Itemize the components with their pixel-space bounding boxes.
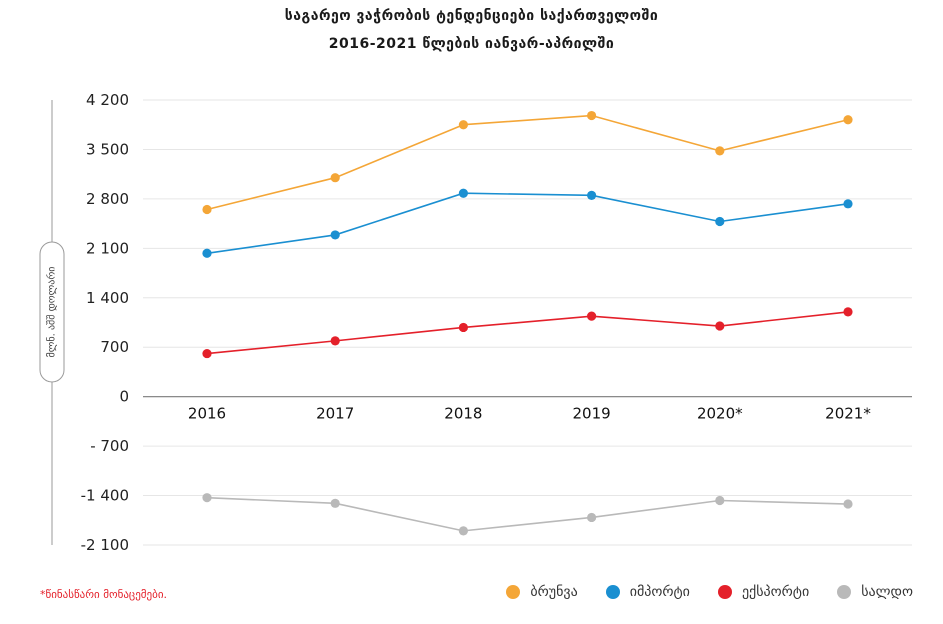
- data-point: [843, 499, 853, 509]
- footnote: *წინასწარი მონაცემები.: [40, 588, 168, 601]
- data-point: [587, 311, 597, 321]
- series-line: [206, 192, 849, 255]
- data-point: [202, 493, 212, 503]
- x-tick-label: 2020*: [697, 405, 743, 423]
- y-axis-title: მლნ. აშშ დოლარი: [46, 267, 58, 358]
- data-point: [843, 307, 853, 317]
- legend-item-export: ექსპორტი: [717, 584, 810, 600]
- data-point: [715, 216, 725, 227]
- data-point: [843, 115, 853, 125]
- x-tick-label: 2019: [573, 405, 611, 423]
- y-tick-label: 700: [100, 338, 129, 356]
- legend-dot: [837, 585, 852, 599]
- series-line: [206, 496, 849, 532]
- data-point: [330, 336, 340, 346]
- data-point: [330, 498, 340, 508]
- data-point: [587, 512, 597, 523]
- y-tick-label: -2 100: [81, 536, 129, 554]
- data-point: [843, 199, 853, 209]
- legend-label: ბრუნვა: [530, 584, 578, 600]
- data-point: [458, 526, 468, 536]
- legend-item-turnover: ბრუნვა: [506, 584, 578, 600]
- y-tick-label: -1 400: [81, 487, 129, 505]
- data-point: [715, 146, 725, 156]
- legend-dot: [506, 585, 521, 599]
- data-point: [202, 204, 212, 215]
- legend-dot: [605, 585, 620, 599]
- data-point: [330, 230, 340, 240]
- data-point: [458, 322, 468, 333]
- x-tick-label: 2017: [316, 405, 354, 423]
- x-tick-label: 2021*: [825, 405, 871, 423]
- y-tick-label: - 700: [90, 437, 129, 455]
- data-point: [202, 248, 212, 258]
- y-tick-label: 2 800: [86, 190, 129, 208]
- legend-item-balance: სალდო: [837, 584, 913, 600]
- y-tick-label: 4 200: [86, 91, 129, 109]
- data-point: [715, 321, 725, 331]
- y-tick-label: 0: [119, 388, 129, 406]
- x-tick-label: 2016: [188, 405, 226, 423]
- series-line: [206, 114, 849, 211]
- x-tick-label: 2018: [444, 405, 482, 423]
- data-point: [715, 495, 725, 506]
- legend-label: ექსპორტი: [741, 584, 810, 600]
- legend-item-import: იმპორტი: [605, 584, 690, 600]
- legend-label: სალდო: [861, 584, 913, 600]
- legend-dot: [717, 585, 732, 599]
- legend: ბრუნვა იმპორტი ექსპორტი სალდო: [478, 584, 913, 600]
- y-tick-label: 1 400: [86, 289, 129, 307]
- data-point: [587, 110, 597, 121]
- line-chart: 4 200 3 500 2 800 2 100 1 400 700 0 - 700 -1 400…: [39, 91, 912, 554]
- data-point: [330, 173, 340, 183]
- data-point: [587, 190, 597, 200]
- legend-label: იმპორტი: [629, 584, 690, 600]
- chart-subtitle: 2016-2021 წლების იანვარ-აპრილში: [328, 36, 615, 52]
- chart-title: საგარეო ვაჭრობის ტენდენციები საქართველოშ…: [284, 8, 659, 24]
- series-line: [206, 311, 849, 355]
- y-tick-label: 3 500: [86, 140, 129, 158]
- data-point: [458, 120, 468, 130]
- data-point: [202, 348, 212, 359]
- data-point: [458, 188, 468, 198]
- y-tick-label: 2 100: [86, 239, 129, 257]
